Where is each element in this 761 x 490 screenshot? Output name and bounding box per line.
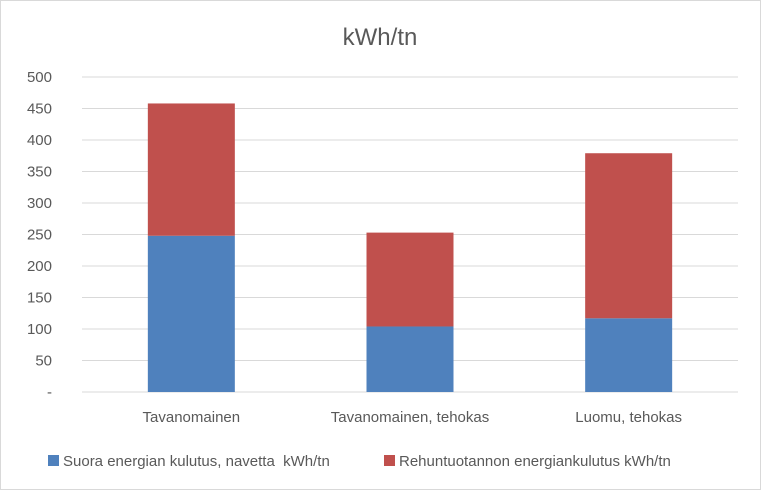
bar-segment [585, 153, 673, 319]
y-tick-label: 300 [27, 195, 52, 212]
y-tick-label: 250 [27, 227, 52, 244]
y-tick-label: 200 [27, 258, 52, 275]
x-category-label: Tavanomainen [143, 409, 241, 426]
legend-swatch [384, 455, 395, 466]
legend-swatch [48, 455, 59, 466]
bar-segment [147, 103, 235, 236]
chart-title: kWh/tn [343, 24, 418, 51]
y-tick-label: 350 [27, 164, 52, 181]
bar-segment [366, 326, 454, 392]
bars [147, 103, 673, 392]
x-category-label: Luomu, tehokas [575, 409, 682, 426]
bar-segment [147, 235, 235, 392]
bar-segment [366, 232, 454, 327]
y-tick-label: 450 [27, 101, 52, 118]
y-tick-label: 500 [27, 69, 52, 86]
y-axis-ticks: - 50 100 150 200 250 300 350 400 450 500 [27, 69, 52, 401]
y-tick-label: 150 [27, 290, 52, 307]
y-tick-label: - [47, 384, 52, 401]
legend-label: Suora energian kulutus, navetta kWh/tn [63, 453, 330, 470]
bar-segment [585, 318, 673, 392]
x-axis-labels: Tavanomainen Tavanomainen, tehokas Luomu, … [143, 409, 682, 426]
legend-label: Rehuntuotannon energiankulutus kWh/tn [399, 453, 671, 470]
legend: Suora energian kulutus, navetta kWh/tn Re… [48, 453, 671, 470]
x-category-label: Tavanomainen, tehokas [331, 409, 489, 426]
y-tick-label: 100 [27, 321, 52, 338]
y-tick-label: 50 [35, 353, 52, 370]
y-tick-label: 400 [27, 132, 52, 149]
